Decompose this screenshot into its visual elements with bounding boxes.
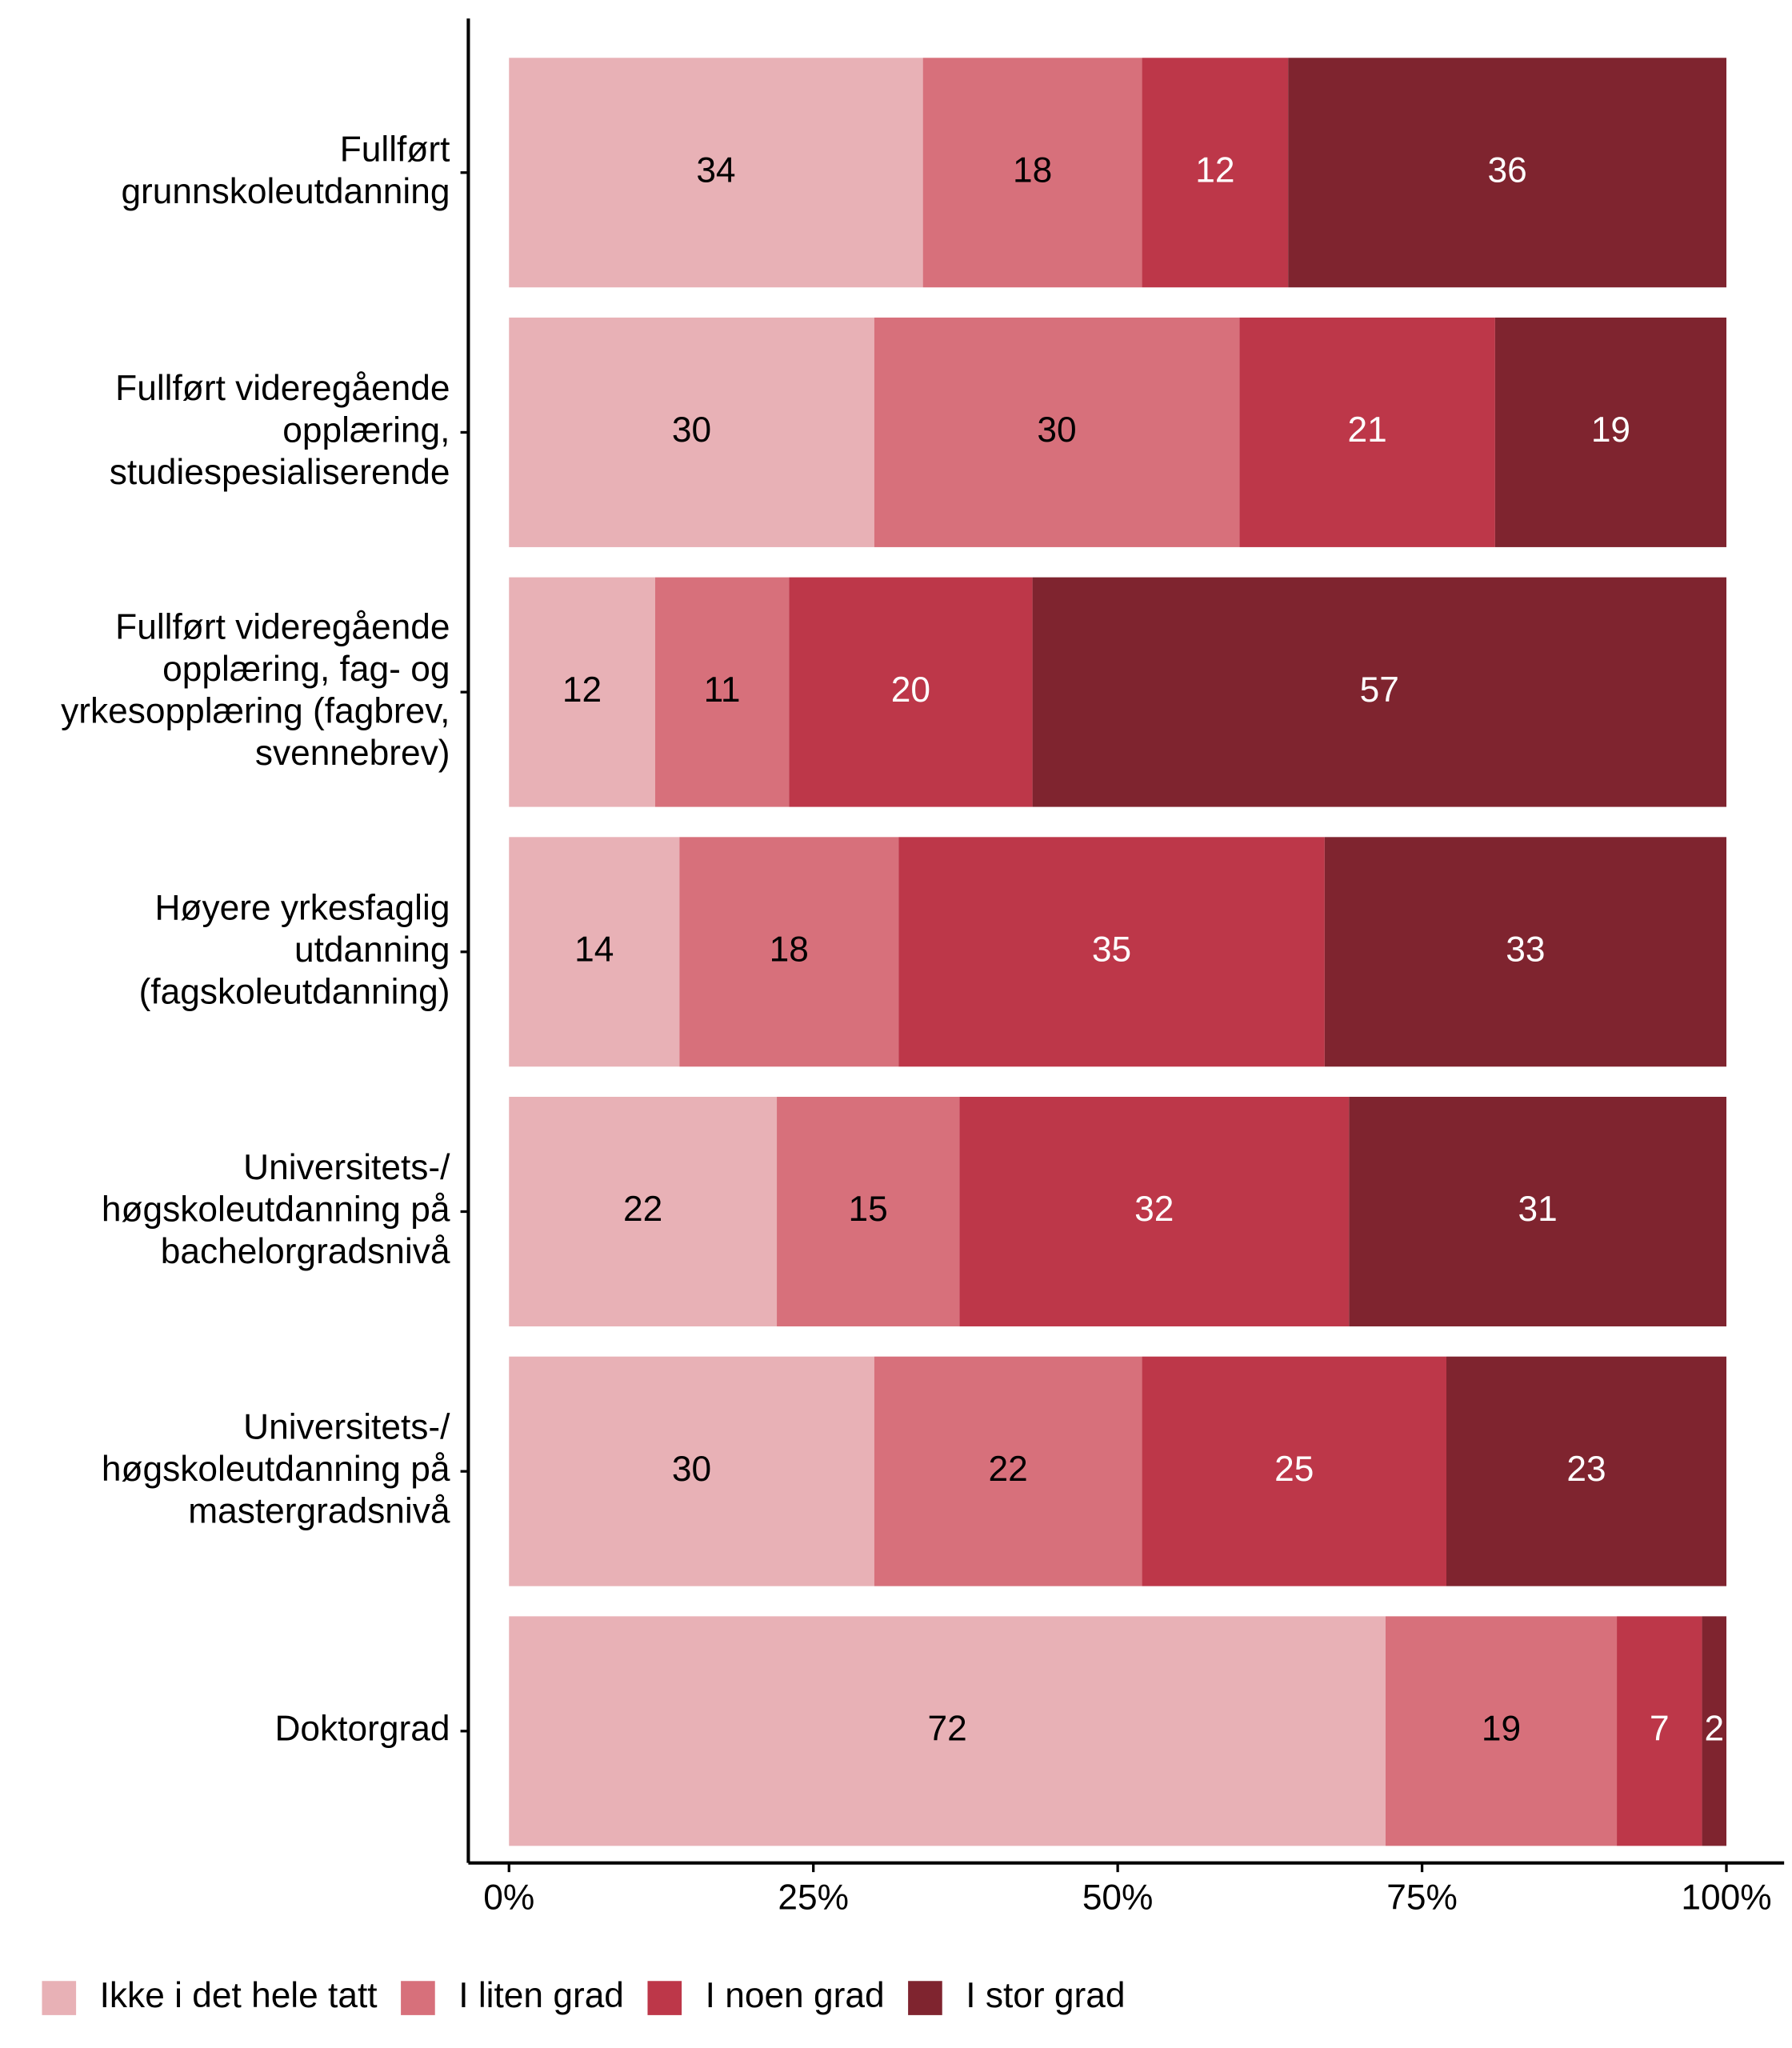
x-tick-label: 0% [483,1878,534,1917]
legend-swatch [647,1981,682,2015]
x-tick-label: 50% [1082,1878,1154,1917]
legend-label: Ikke i det hele tatt [100,1976,378,2015]
legend-swatch [42,1981,77,2015]
data-label: 15 [849,1190,888,1229]
data-label: 22 [623,1190,662,1229]
data-label: 2 [1704,1710,1724,1749]
y-tick-label: Fullført videregående opplæring, studiespe… [110,369,450,492]
bar-segment [654,577,790,807]
bar-segment [898,837,1325,1067]
x-tick-label: 25% [778,1878,849,1917]
bar-segment [509,837,680,1067]
data-label: 57 [1360,670,1399,710]
data-label: 30 [672,1450,711,1489]
legend-swatch [401,1981,435,2015]
data-label: 25 [1274,1450,1314,1489]
legend-swatch [908,1981,942,2015]
data-label: 32 [1134,1190,1174,1229]
data-label: 14 [574,930,614,969]
data-label: 20 [891,670,930,710]
data-label: 23 [1566,1450,1606,1489]
data-label: 12 [1195,150,1234,190]
data-label: 19 [1591,410,1630,450]
bar-segment [1446,1356,1727,1586]
y-tick-label: Universitets-/høgskoleutdanning på bachel… [102,1148,450,1271]
bar-segment [1142,58,1289,288]
data-label: 35 [1092,930,1131,969]
bar-segment [777,1097,960,1326]
bar-segment [1239,317,1495,547]
bar-segment [1324,837,1727,1067]
data-label: 31 [1518,1190,1558,1229]
bar-segment [1494,317,1727,547]
bar-segment [509,1356,874,1586]
bar-segment [1702,1616,1727,1846]
data-label: 34 [696,150,735,190]
data-label: 30 [1037,410,1076,450]
legend-label: I stor grad [966,1976,1125,2015]
data-label: 18 [1013,150,1052,190]
bar-segment [1032,577,1727,807]
bar-segment [922,58,1142,288]
bar-segment [1349,1097,1727,1326]
bar-segment [679,837,899,1067]
data-label: 19 [1482,1710,1521,1749]
x-tick-label: 75% [1386,1878,1458,1917]
data-label: 7 [1650,1710,1670,1749]
y-tick-label: Fullført videregående opplæring, fag- og y… [61,607,450,772]
data-label: 18 [770,930,809,969]
bar-segment [874,317,1240,547]
data-label: 21 [1347,410,1386,450]
bar-segment [509,317,874,547]
bar-segment [1142,1356,1447,1586]
data-label: 33 [1506,930,1545,969]
bar-segment [1288,58,1727,288]
legend-label: I noen grad [706,1976,885,2015]
bar-segment [789,577,1033,807]
y-tick-label: Universitets-/høgskoleutdanning på master… [102,1407,450,1530]
data-label: 30 [672,410,711,450]
legend-label: I liten grad [458,1976,624,2015]
bar-segment [1617,1616,1702,1846]
y-tick-label: Høyere yrkesfaglig utdanning (fagskoleutda… [139,888,450,1011]
data-label: 22 [989,1450,1028,1489]
y-tick-label: Doktorgrad [274,1710,450,1749]
data-label: 12 [562,670,602,710]
x-tick-label: 100% [1681,1878,1771,1917]
bar-segment [509,58,923,288]
bar-segment [509,1616,1386,1846]
data-label: 36 [1487,150,1526,190]
data-label: 11 [704,670,741,710]
data-label: 72 [927,1710,966,1749]
bar-segment [874,1356,1142,1586]
bar-segment [509,1097,778,1326]
bar-segment [959,1097,1350,1326]
bar-segment [509,577,655,807]
y-tick-label: Fullført grunnskoleutdanning [121,130,450,210]
bar-segment [1385,1616,1618,1846]
